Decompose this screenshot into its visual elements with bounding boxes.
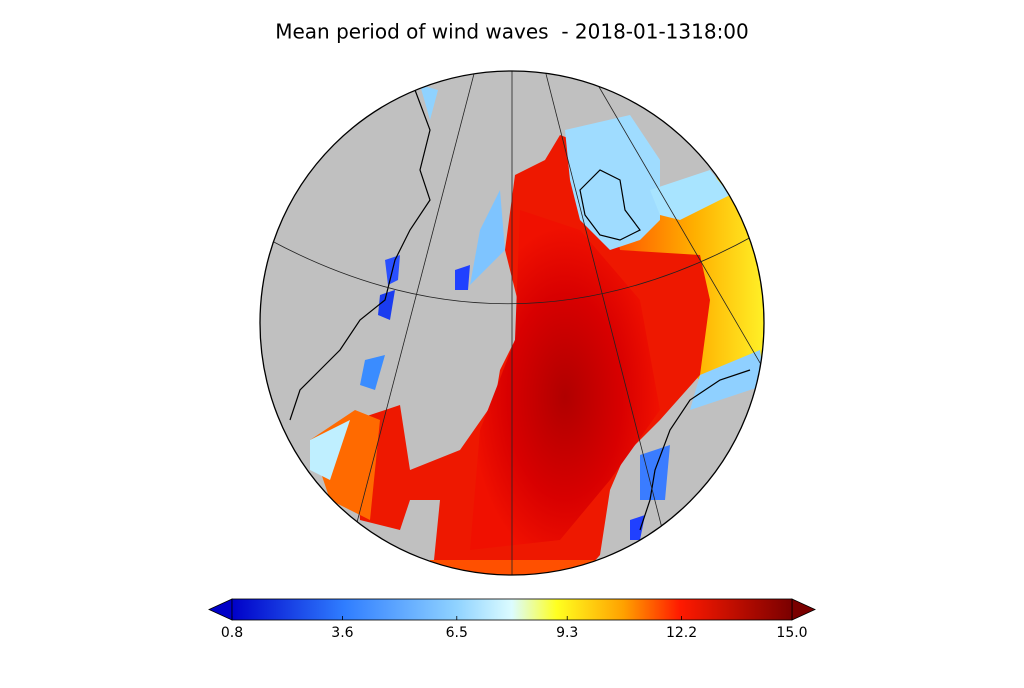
map-border: [259, 70, 765, 576]
colorbar: [208, 598, 816, 621]
colorbar-tick-label: 12.2: [666, 625, 697, 641]
colorbar-tick-label: 6.5: [446, 625, 468, 641]
colorbar-tick-label: 0.8: [221, 625, 243, 641]
map-area: [260, 71, 764, 575]
colorbar-tick-label: 9.3: [556, 625, 578, 641]
map-title: Mean period of wind waves - 2018-01-1318…: [275, 20, 749, 44]
colorbar-tick-label: 3.6: [331, 625, 353, 641]
colorbar-tick-label: 15.0: [776, 625, 807, 641]
colorbar-ticks: 0.8 3.6 6.5 9.3 12.2 15.0: [221, 616, 808, 641]
